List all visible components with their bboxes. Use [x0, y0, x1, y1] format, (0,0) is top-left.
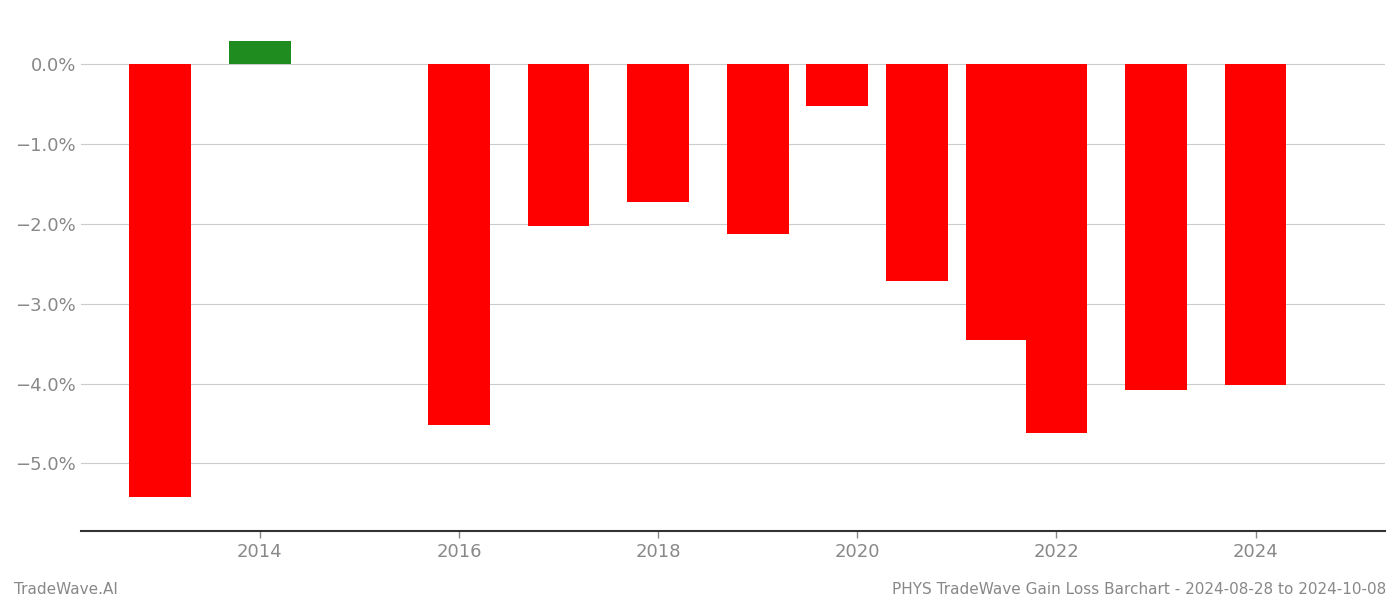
Bar: [1126, 64, 1187, 390]
Text: PHYS TradeWave Gain Loss Barchart - 2024-08-28 to 2024-10-08: PHYS TradeWave Gain Loss Barchart - 2024…: [892, 582, 1386, 597]
Bar: [1225, 64, 1287, 385]
Text: TradeWave.AI: TradeWave.AI: [14, 582, 118, 597]
Bar: [727, 64, 788, 233]
Bar: [1026, 64, 1088, 433]
Bar: [806, 64, 868, 106]
Bar: [428, 64, 490, 425]
Bar: [230, 41, 291, 64]
Bar: [129, 64, 192, 497]
Bar: [966, 64, 1028, 340]
Bar: [886, 64, 948, 281]
Bar: [627, 64, 689, 202]
Bar: [528, 64, 589, 226]
